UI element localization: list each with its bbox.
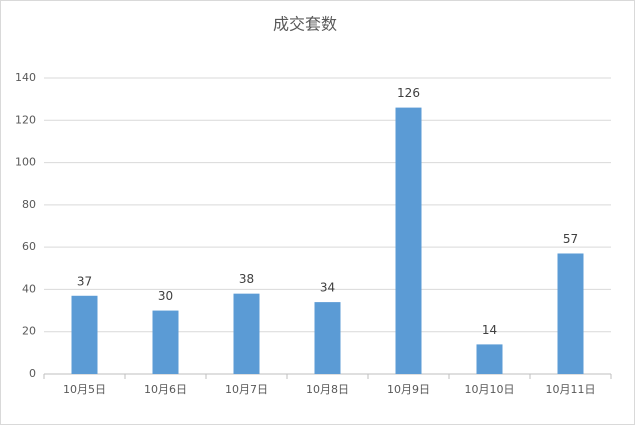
bar (476, 344, 503, 374)
x-tick-label: 10月6日 (144, 383, 187, 396)
bar (233, 293, 260, 374)
data-label: 34 (320, 281, 335, 295)
bar (557, 253, 584, 374)
x-tick-label: 10月8日 (306, 383, 349, 396)
x-tick-label: 10月9日 (387, 383, 430, 396)
y-tick-label: 0 (29, 367, 36, 380)
data-label: 30 (158, 289, 173, 303)
y-tick-label: 120 (15, 113, 36, 126)
data-label: 14 (482, 323, 497, 337)
data-label: 126 (397, 86, 420, 100)
data-label: 57 (563, 232, 578, 246)
data-label: 38 (239, 272, 254, 286)
y-tick-label: 80 (22, 198, 36, 211)
x-tick-label: 10月7日 (225, 383, 268, 396)
y-tick-label: 20 (22, 325, 36, 338)
bar (152, 310, 179, 374)
chart-title: 成交套数 (273, 15, 337, 34)
bar (71, 295, 98, 374)
y-tick-label: 40 (22, 282, 36, 295)
x-tick-label: 10月10日 (465, 383, 515, 396)
bar (314, 302, 341, 374)
y-tick-label: 140 (15, 71, 36, 84)
x-tick-label: 10月11日 (546, 383, 596, 396)
bar (395, 107, 422, 374)
y-tick-label: 100 (15, 156, 36, 169)
y-tick-label: 60 (22, 240, 36, 253)
data-label: 37 (77, 274, 92, 288)
x-tick-label: 10月5日 (63, 383, 106, 396)
